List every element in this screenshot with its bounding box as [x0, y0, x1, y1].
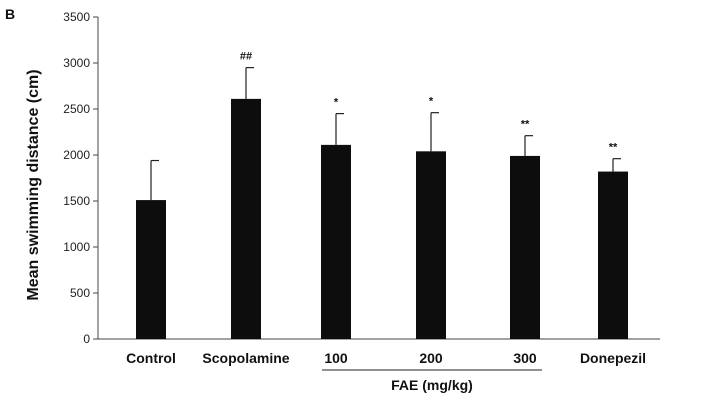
bar [510, 155, 540, 339]
y-tick-label: 3500 [63, 10, 90, 24]
bar [136, 200, 166, 339]
significance-marker: * [429, 96, 434, 108]
y-tick-label: 3000 [63, 56, 90, 70]
bar [321, 144, 351, 339]
significance-marker: ** [521, 119, 530, 131]
y-axis-label: Mean swimming distance (cm) [25, 69, 42, 300]
plot-area: 0 500 1000 1500 2000 2500 3000 3500 Control ## Sco… [63, 10, 660, 371]
significance-marker: ** [609, 142, 618, 154]
category-label: Scopolamine [202, 350, 289, 366]
y-tick-label: 500 [70, 286, 90, 300]
category-label: 100 [324, 350, 348, 366]
category-label: Control [126, 350, 176, 366]
category-label: Donepezil [580, 350, 646, 366]
y-tick-label: 0 [83, 332, 90, 346]
bar [231, 98, 261, 339]
bar [598, 171, 628, 339]
bar [416, 151, 446, 339]
significance-marker: * [334, 97, 339, 109]
group-label: FAE (mg/kg) [391, 377, 473, 393]
y-tick-label: 2000 [63, 148, 90, 162]
significance-marker: ## [240, 51, 252, 63]
category-label: 300 [513, 350, 537, 366]
y-tick-label: 1000 [63, 240, 90, 254]
y-tick-label: 2500 [63, 102, 90, 116]
panel-label: B [5, 6, 15, 22]
y-tick-label: 1500 [63, 194, 90, 208]
category-label: 200 [419, 350, 443, 366]
